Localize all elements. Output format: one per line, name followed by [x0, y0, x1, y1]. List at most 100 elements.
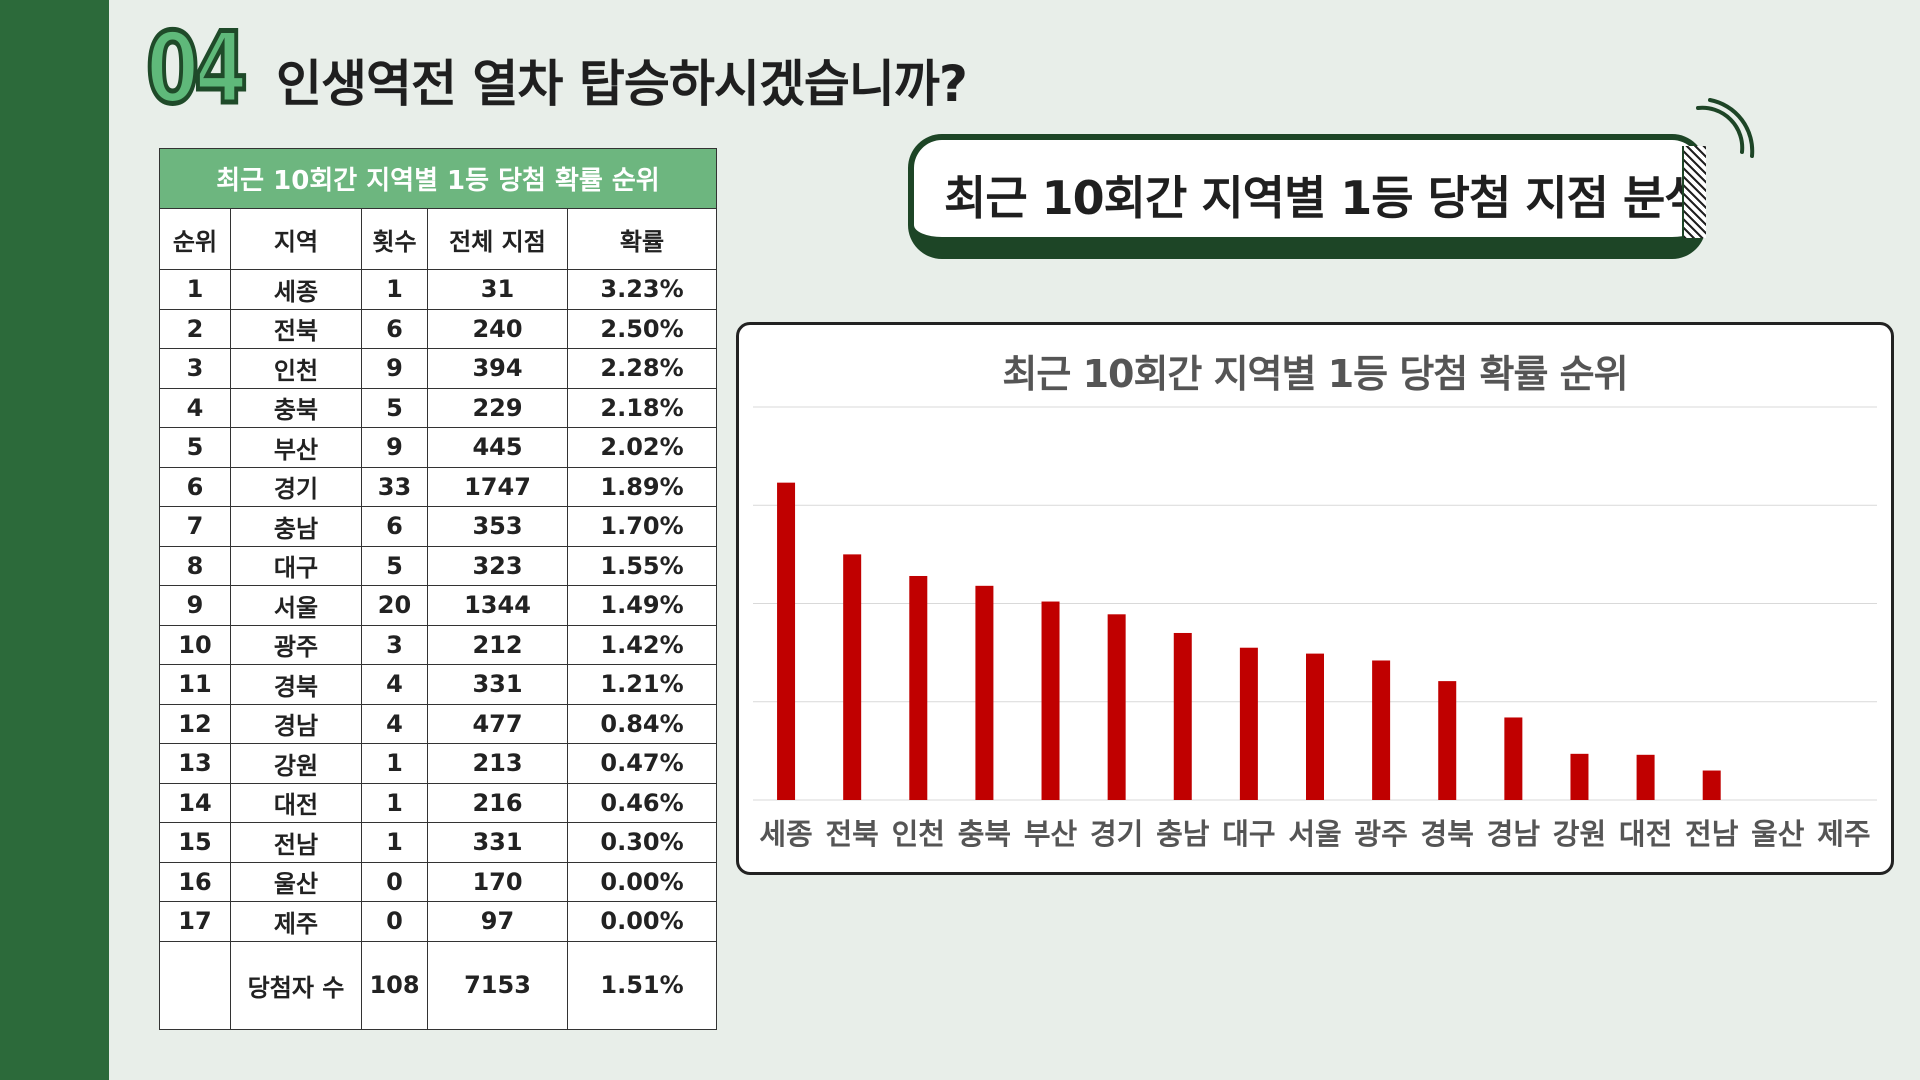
total-cell-probability: 1.51%	[566, 940, 718, 1030]
category-label: 인천	[892, 817, 945, 851]
cell-total-stores: 323	[427, 545, 568, 586]
total-cell-rank	[159, 940, 231, 1030]
cell-rank: 6	[159, 466, 231, 507]
cell-rank: 9	[159, 585, 231, 626]
table-row: 2 전북 6 240 2.50%	[159, 308, 718, 349]
cell-region: 서울	[230, 585, 362, 626]
hatch-decoration	[1682, 146, 1706, 238]
bar-전남	[1702, 770, 1721, 800]
table-row: 9 서울 20 1344 1.49%	[159, 585, 718, 626]
bar-경북	[1438, 681, 1457, 800]
column-header-region: 지역	[230, 208, 362, 270]
cell-probability: 1.49%	[566, 585, 718, 626]
cell-rank: 1	[159, 269, 231, 310]
cell-region: 전북	[230, 308, 362, 349]
cell-probability: 3.23%	[566, 269, 718, 310]
table-row: 17 제주 0 97 0.00%	[159, 901, 718, 942]
cell-region: 전남	[230, 822, 362, 863]
cell-rank: 14	[159, 782, 231, 823]
table-row: 15 전남 1 331 0.30%	[159, 822, 718, 863]
signal-arcs-icon	[1696, 98, 1755, 158]
table-row: 3 인천 9 394 2.28%	[159, 348, 718, 389]
category-label: 대전	[1619, 817, 1672, 851]
cell-total-stores: 240	[427, 308, 568, 349]
category-label: 경기	[1090, 817, 1143, 851]
cell-region: 경기	[230, 466, 362, 507]
cell-region: 충북	[230, 387, 362, 428]
cell-region: 경북	[230, 664, 362, 705]
section-number: 04	[144, 12, 250, 126]
cell-total-stores: 1344	[427, 585, 568, 626]
table-caption: 최근 10회간 지역별 1등 당첨 확률 순위	[158, 148, 718, 209]
cell-probability: 2.28%	[566, 348, 718, 389]
cell-total-stores: 394	[427, 348, 568, 389]
category-label: 제주	[1817, 817, 1870, 851]
cell-probability: 0.46%	[566, 782, 718, 823]
cell-count: 4	[361, 664, 428, 705]
bar-chart: 세종 전북 인천 충북 부산 경기 충남 대구 서울 광주 경북 경남 강원 대전 전남 울산 제주	[753, 406, 1877, 851]
cell-probability: 1.89%	[566, 466, 718, 507]
category-label: 세종	[759, 817, 812, 851]
cell-probability: 1.42%	[566, 624, 718, 665]
cell-rank: 15	[159, 822, 231, 863]
cell-count: 1	[361, 822, 428, 863]
cell-probability: 0.30%	[566, 822, 718, 863]
bar-대구	[1239, 647, 1258, 800]
table-row: 4 충북 5 229 2.18%	[159, 387, 718, 428]
cell-probability: 0.84%	[566, 703, 718, 744]
bar-충북	[975, 585, 994, 800]
chart-title: 최근 10회간 지역별 1등 당첨 확률 순위	[1002, 352, 1628, 396]
column-header-probability: 확률	[566, 208, 718, 270]
cell-rank: 4	[159, 387, 231, 428]
cell-count: 6	[361, 506, 428, 547]
cell-probability: 0.00%	[566, 901, 718, 942]
cell-count: 20	[361, 585, 428, 626]
cell-rank: 3	[159, 348, 231, 389]
table-row: 14 대전 1 216 0.46%	[159, 782, 718, 823]
cell-count: 33	[361, 466, 428, 507]
bar-충남	[1173, 632, 1192, 800]
column-header-count: 횟수	[361, 208, 428, 270]
total-cell-total-stores: 7153	[427, 940, 568, 1030]
cell-total-stores: 216	[427, 782, 568, 823]
cell-count: 1	[361, 782, 428, 823]
cell-count: 9	[361, 348, 428, 389]
table-row: 10 광주 3 212 1.42%	[159, 624, 718, 665]
cell-total-stores: 353	[427, 506, 568, 547]
table-row: 11 경북 4 331 1.21%	[159, 664, 718, 705]
cell-rank: 8	[159, 545, 231, 586]
cell-region: 울산	[230, 861, 362, 902]
category-label: 전남	[1685, 817, 1739, 851]
category-label: 경남	[1487, 817, 1541, 851]
cell-region: 경남	[230, 703, 362, 744]
cell-count: 5	[361, 545, 428, 586]
cell-region: 세종	[230, 269, 362, 310]
cell-rank: 17	[159, 901, 231, 942]
cell-region: 부산	[230, 427, 362, 468]
cell-total-stores: 445	[427, 427, 568, 468]
cell-total-stores: 229	[427, 387, 568, 428]
table-row: 16 울산 0 170 0.00%	[159, 861, 718, 902]
cell-probability: 0.00%	[566, 861, 718, 902]
chart-heading: 최근 10회간 지역별 1등 당첨 지점 분석	[944, 171, 1707, 225]
cell-rank: 12	[159, 703, 231, 744]
cell-count: 1	[361, 269, 428, 310]
table-row: 8 대구 5 323 1.55%	[159, 545, 718, 586]
column-header-rank: 순위	[159, 208, 231, 270]
cell-rank: 5	[159, 427, 231, 468]
cell-total-stores: 170	[427, 861, 568, 902]
cell-total-stores: 31	[427, 269, 568, 310]
table-row: 12 경남 4 477 0.84%	[159, 703, 718, 744]
table-total-row: 당첨자 수 108 7153 1.51%	[159, 940, 718, 1030]
page-title: 인생역전 열차 탑승하시겠습니까?	[276, 55, 968, 113]
table-body: 1 세종 1 31 3.23% 2 전북 6 240 2.50% 3 인천 9 394 2.28% 4 충북 5 2…	[159, 269, 718, 942]
bar-서울	[1306, 653, 1324, 800]
bar-세종	[777, 482, 796, 800]
cell-probability: 2.18%	[566, 387, 718, 428]
cell-region: 인천	[230, 348, 362, 389]
cell-probability: 2.02%	[566, 427, 718, 468]
table-header-row: 순위 지역 횟수 전체 지점 확률	[159, 208, 718, 270]
bar-전북	[843, 554, 862, 800]
cell-count: 6	[361, 308, 428, 349]
cell-total-stores: 477	[427, 703, 568, 744]
